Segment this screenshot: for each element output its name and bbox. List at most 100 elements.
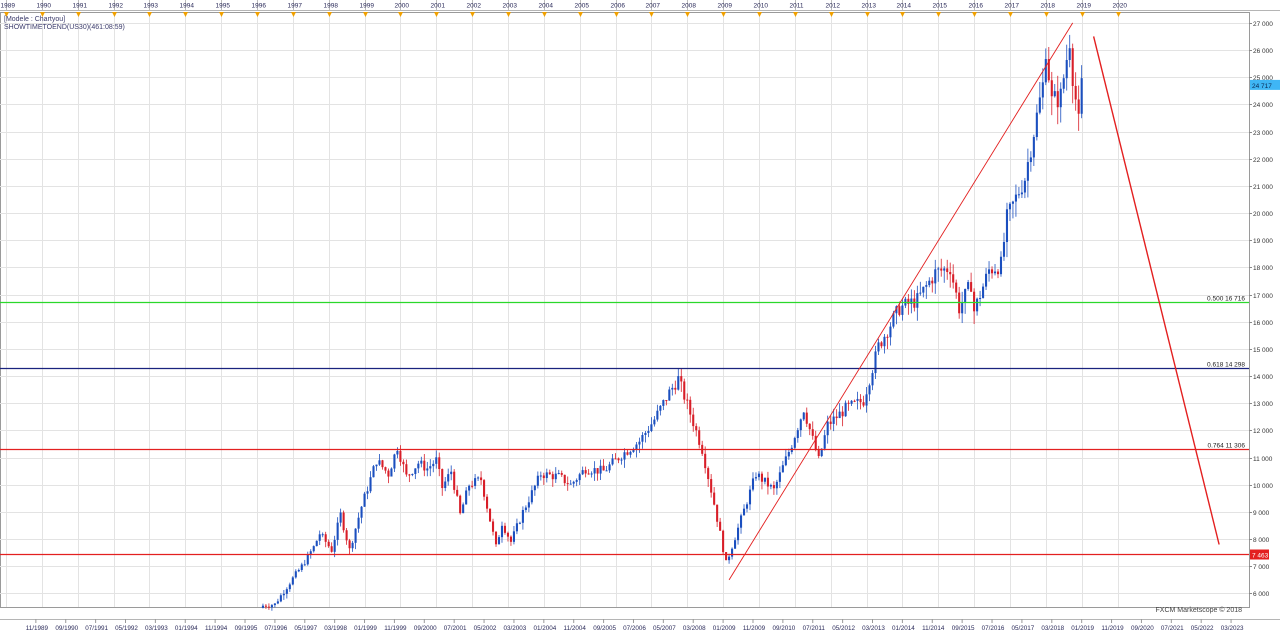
candle-body bbox=[928, 280, 931, 286]
candle-body bbox=[754, 477, 758, 479]
support-price-label: 7 463 bbox=[1252, 553, 1269, 560]
candle-body bbox=[318, 534, 321, 541]
year-label: 2007 bbox=[646, 3, 661, 10]
date-label: 05/1997 bbox=[294, 625, 317, 632]
bull-candle bbox=[1032, 134, 1035, 167]
bear-candle bbox=[483, 478, 486, 501]
year-label: 2004 bbox=[539, 3, 554, 10]
bull-candle bbox=[982, 283, 985, 299]
bear-candle bbox=[680, 368, 683, 392]
bull-candle bbox=[533, 484, 536, 496]
candle-body bbox=[533, 485, 536, 491]
y-tick-label: 19 000 bbox=[1253, 238, 1273, 245]
candle-body bbox=[411, 473, 414, 475]
year-label: 2008 bbox=[682, 3, 697, 10]
bear-candle bbox=[862, 395, 865, 408]
candle-body bbox=[384, 467, 387, 471]
bull-candle bbox=[865, 386, 868, 413]
bull-candle bbox=[925, 281, 928, 299]
candle-body bbox=[1077, 99, 1080, 114]
bull-candle bbox=[279, 593, 282, 603]
bull-candle bbox=[521, 506, 524, 530]
bear-candle bbox=[342, 510, 345, 533]
candle-body bbox=[835, 416, 838, 419]
bear-candle bbox=[713, 487, 716, 506]
candle-body bbox=[1053, 91, 1056, 97]
candle-body bbox=[728, 556, 731, 561]
year-label: 2019 bbox=[1077, 3, 1092, 10]
bull-candle bbox=[411, 473, 414, 477]
bull-candle bbox=[781, 460, 784, 473]
candle-body bbox=[710, 479, 713, 493]
candle-body bbox=[671, 387, 674, 390]
bull-candle bbox=[736, 523, 740, 545]
candle-body bbox=[886, 336, 889, 338]
bear-candle bbox=[441, 468, 444, 496]
grid bbox=[0, 10, 1280, 620]
candle-body bbox=[605, 470, 608, 472]
date-label: 07/2001 bbox=[444, 625, 467, 632]
bear-candle bbox=[952, 264, 955, 289]
candle-body bbox=[620, 459, 623, 461]
bear-candle bbox=[841, 406, 844, 427]
candle-body bbox=[680, 376, 683, 382]
candle-body bbox=[987, 269, 991, 274]
candle-body bbox=[288, 584, 291, 590]
projection-line bbox=[1092, 36, 1220, 545]
fibonacci-levels[interactable] bbox=[0, 301, 1249, 556]
date-label: 11/2004 bbox=[564, 625, 587, 632]
candle-body bbox=[871, 373, 874, 386]
candle-body bbox=[692, 414, 695, 427]
candle-body bbox=[889, 326, 892, 338]
candle-body bbox=[1011, 201, 1014, 204]
candle-body bbox=[1008, 203, 1012, 210]
y-tick-label: 18 000 bbox=[1253, 265, 1273, 272]
bull-candle bbox=[985, 267, 988, 290]
candle-body bbox=[462, 504, 465, 514]
bear-candle bbox=[692, 407, 695, 432]
candle-body bbox=[324, 534, 327, 542]
bull-candle bbox=[757, 471, 761, 481]
bull-candle bbox=[671, 383, 674, 396]
year-marker-icon bbox=[327, 12, 332, 17]
candle-body bbox=[626, 452, 629, 455]
candle-body bbox=[677, 376, 680, 390]
bear-candle bbox=[766, 471, 769, 495]
bear-candle bbox=[973, 288, 976, 325]
candle-body bbox=[1074, 85, 1077, 100]
year-marker-icon bbox=[972, 12, 977, 17]
candle-body bbox=[363, 493, 366, 507]
date-label: 01/2014 bbox=[892, 625, 915, 632]
trendlines[interactable] bbox=[728, 22, 1220, 581]
candle-body bbox=[931, 280, 934, 284]
candle-body bbox=[868, 385, 871, 395]
candle-body bbox=[518, 522, 521, 524]
candle-body bbox=[261, 605, 264, 608]
bull-candle bbox=[414, 468, 417, 480]
candle-body bbox=[390, 468, 393, 477]
candle-body bbox=[757, 473, 761, 478]
year-marker-icon bbox=[865, 12, 870, 17]
candle-body bbox=[668, 389, 671, 401]
bear-candle bbox=[399, 445, 402, 466]
candle-body bbox=[674, 387, 677, 390]
candle-body bbox=[760, 473, 763, 482]
bull-candle bbox=[999, 251, 1003, 277]
candle-body bbox=[360, 506, 363, 518]
date-label: 09/2005 bbox=[593, 625, 616, 632]
bull-candle bbox=[832, 408, 835, 432]
candle-body bbox=[772, 485, 775, 489]
candle-body bbox=[811, 429, 814, 436]
bull-candle bbox=[629, 450, 632, 458]
date-label: 07/2006 bbox=[623, 625, 646, 632]
bear-candle bbox=[267, 603, 270, 610]
candle-body bbox=[704, 453, 707, 469]
bull-candle bbox=[677, 368, 680, 391]
candle-body bbox=[838, 411, 841, 419]
bull-candle bbox=[883, 333, 886, 354]
candle-body bbox=[1032, 137, 1035, 158]
year-label: 1999 bbox=[360, 3, 375, 10]
date-label: 03/1993 bbox=[145, 625, 168, 632]
